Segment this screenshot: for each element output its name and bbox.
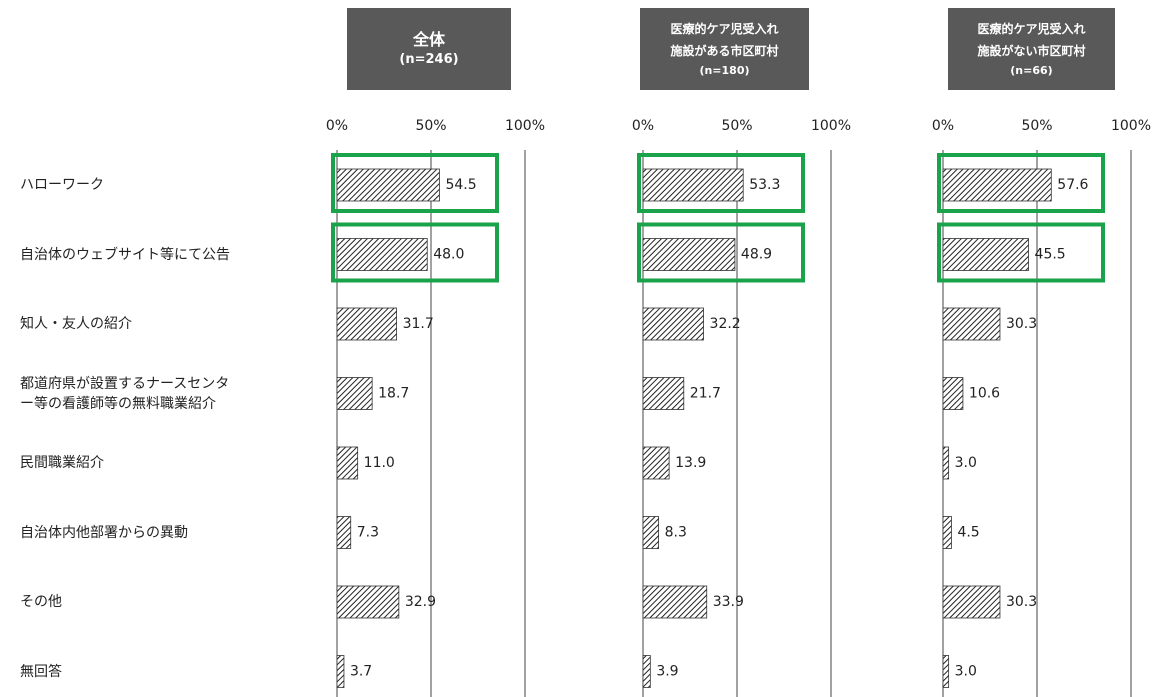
x-tick-label: 50% (1021, 118, 1052, 134)
x-tick-label: 0% (932, 118, 954, 134)
bar (642, 585, 708, 619)
panel-title: 全体 (n=246) (347, 8, 511, 90)
title: 医療的ケア児受入れ施設がない市区町村 (977, 22, 1086, 58)
value-label: 57.6 (1057, 177, 1088, 193)
value-label: 4.5 (957, 525, 979, 541)
category-label: 自治体内他部署からの異動 (20, 524, 188, 541)
panel-title: 医療的ケア児受入れ施設がない市区町村 (n=66) (948, 8, 1115, 90)
value-label: 11.0 (364, 455, 395, 471)
x-tick-label: 100% (1111, 118, 1151, 134)
highlight-box (937, 153, 1105, 213)
bar (942, 655, 950, 688)
x-tick-label: 50% (415, 118, 446, 134)
bar (642, 516, 660, 549)
value-label: 3.0 (955, 455, 977, 471)
bar (336, 238, 428, 271)
category-label: 自治体のウェブサイト等にて公告 (20, 246, 230, 263)
highlight-box (637, 222, 805, 283)
x-tick-label: 100% (505, 118, 545, 134)
bar (942, 307, 1001, 341)
bar (642, 446, 670, 480)
bar (336, 307, 397, 341)
value-label: 8.3 (665, 525, 687, 541)
value-label: 3.0 (955, 664, 977, 680)
highlight-box (637, 153, 805, 213)
value-label: 30.3 (1006, 594, 1037, 610)
panel-title: 医療的ケア児受入れ施設がある市区町村 (n=180) (640, 8, 809, 90)
value-label: 54.5 (445, 177, 476, 193)
highlight-box (331, 222, 499, 283)
bar (336, 516, 352, 549)
title: 全体 (412, 30, 445, 49)
value-label: 53.3 (749, 177, 780, 193)
category-label: ハローワーク (20, 177, 104, 193)
title: 医療的ケア児受入れ施設がある市区町村 (670, 22, 779, 58)
value-label: 7.3 (357, 525, 379, 541)
category-label: その他 (20, 594, 62, 610)
x-tick-label: 50% (721, 118, 752, 134)
bar (336, 168, 440, 202)
x-tick-label: 0% (326, 118, 348, 134)
subtitle: (n=66) (1010, 64, 1053, 77)
value-label: 3.9 (656, 664, 678, 680)
bar (942, 168, 1052, 202)
bar (336, 655, 345, 688)
bar (942, 377, 964, 410)
category-label: 無回答 (20, 663, 62, 680)
subtitle: (n=246) (399, 52, 459, 67)
value-label: 30.3 (1006, 316, 1037, 332)
bar (336, 446, 359, 480)
bar (642, 168, 744, 202)
bar (942, 516, 952, 549)
value-label: 48.0 (433, 247, 464, 263)
x-tick-label: 0% (632, 118, 654, 134)
value-label: 32.2 (710, 316, 741, 332)
bar (642, 238, 736, 271)
value-label: 31.7 (403, 316, 434, 332)
bar (642, 307, 704, 341)
category-label: 民間職業紹介 (20, 455, 104, 471)
highlight-box (331, 153, 499, 213)
value-label: 32.9 (405, 594, 436, 610)
bar (642, 655, 651, 688)
category-label: 都道府県が設置するナースセンター等の看護師等の無料職業紹介 (20, 375, 230, 412)
bar (942, 446, 950, 480)
value-label: 3.7 (350, 664, 372, 680)
value-label: 10.6 (969, 386, 1000, 402)
x-tick-label: 100% (811, 118, 851, 134)
value-label: 33.9 (713, 594, 744, 610)
value-label: 13.9 (675, 455, 706, 471)
value-label: 45.5 (1035, 247, 1066, 263)
bar (642, 377, 685, 410)
category-label: 知人・友人の紹介 (20, 316, 132, 332)
highlight-box (937, 222, 1105, 283)
bar (942, 585, 1001, 619)
bar (336, 585, 400, 619)
value-label: 18.7 (378, 386, 409, 402)
bar (942, 238, 1029, 271)
bar (336, 377, 373, 410)
subtitle: (n=180) (699, 64, 750, 77)
value-label: 21.7 (690, 386, 721, 402)
value-label: 48.9 (741, 247, 772, 263)
